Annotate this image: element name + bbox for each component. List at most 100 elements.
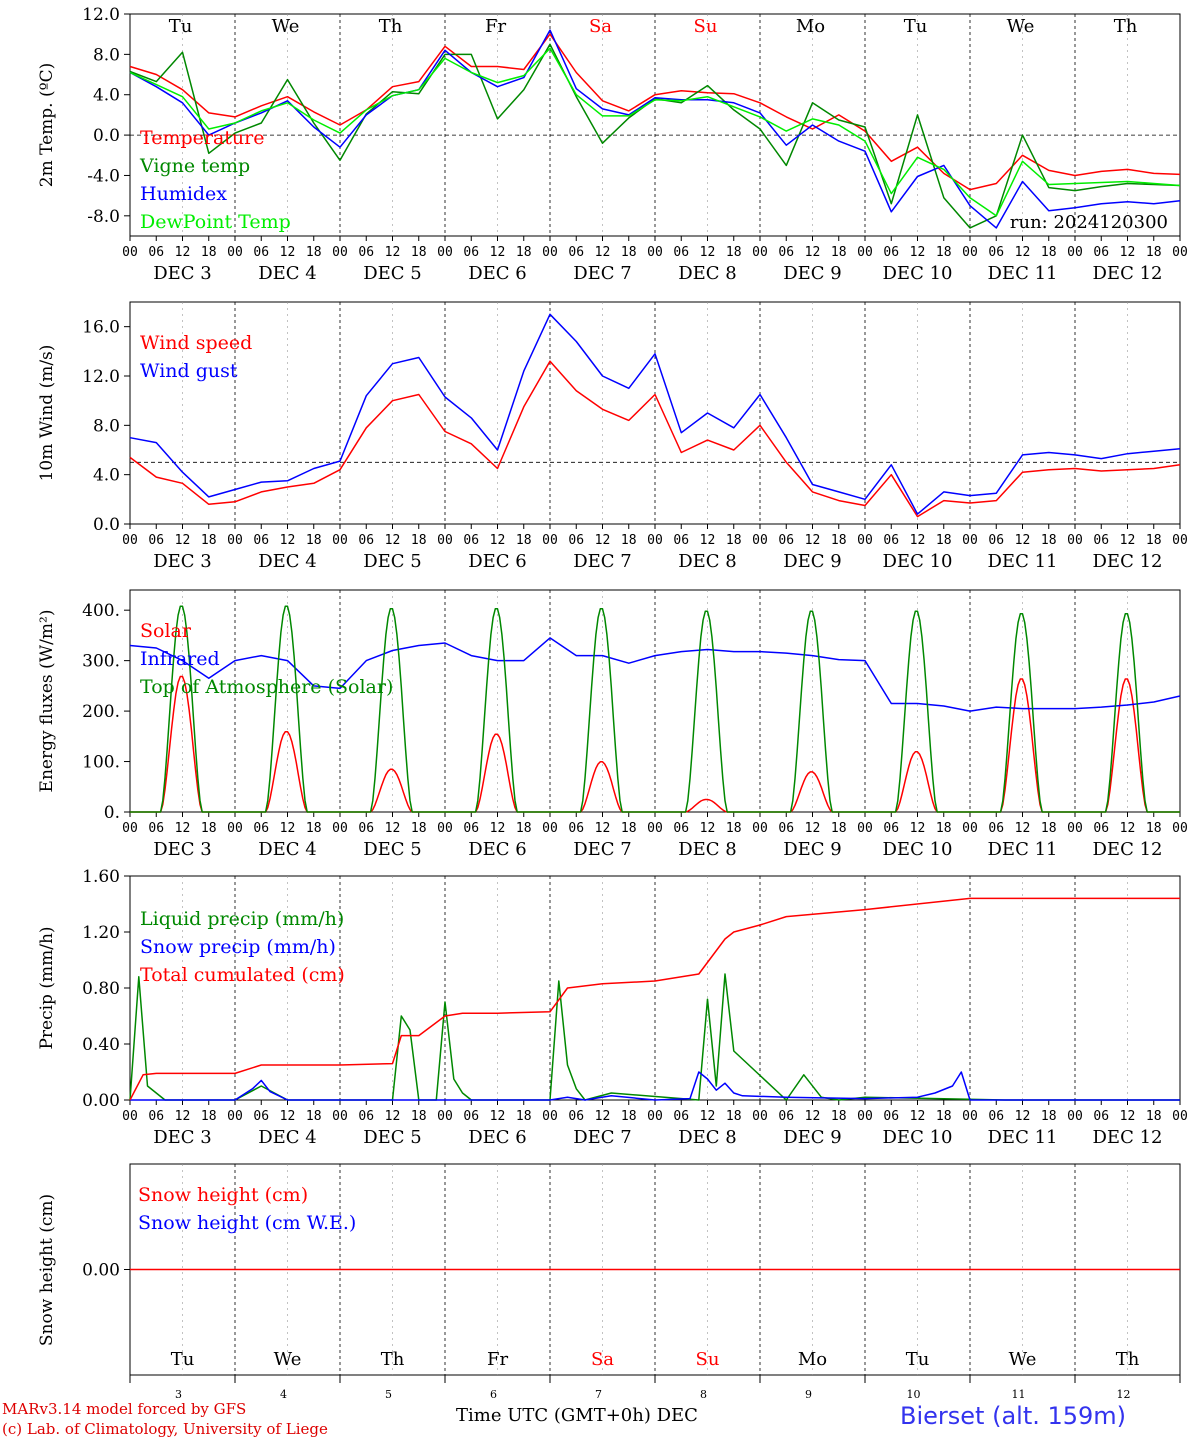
run-label: run: 2024120300 — [1010, 212, 1168, 233]
x-hour-label: 12 — [1120, 1109, 1136, 1124]
y-axis-label: 10m Wind (m/s) — [37, 345, 57, 482]
weekday-label: We — [1007, 16, 1035, 37]
x-date-label: DEC 11 — [988, 551, 1058, 572]
y-tick-label: 8.0 — [93, 45, 120, 65]
x-hour-label: 18 — [306, 1109, 322, 1124]
x-hour-label: 12 — [385, 821, 401, 836]
y-tick-label: 4.0 — [93, 86, 120, 106]
weekday-label: Fr — [485, 16, 506, 37]
x-hour-label: 06 — [148, 533, 164, 548]
x-hour-label: 06 — [778, 533, 794, 548]
legend-entry: Snow height (cm W.E.) — [138, 1212, 356, 1234]
weekday-label: We — [1009, 1349, 1037, 1370]
day-number-label: 8 — [700, 1388, 707, 1400]
y-tick-label: 0.00 — [82, 1091, 120, 1111]
x-date-label: DEC 9 — [783, 1127, 842, 1148]
x-hour-label: 12 — [490, 245, 506, 260]
x-hour-label: 12 — [1120, 245, 1136, 260]
x-hour-label: 18 — [726, 1109, 742, 1124]
series-line-total-cumulated-cm- — [129, 897, 1180, 1101]
weekday-label: Th — [1114, 16, 1138, 37]
y-tick-label: 0.80 — [82, 979, 120, 999]
x-hour-label: 18 — [201, 821, 217, 836]
x-hour-label: 18 — [411, 245, 427, 260]
x-date-label: DEC 9 — [783, 263, 842, 284]
x-hour-label: 06 — [883, 533, 899, 548]
x-hour-label: 18 — [1146, 1109, 1162, 1124]
weekday-label: Sa — [589, 16, 612, 37]
series-line-dewpoint-temp — [129, 47, 1181, 217]
x-hour-label: 18 — [516, 821, 532, 836]
x-hour-label: 12 — [490, 1109, 506, 1124]
weekday-label: We — [272, 16, 300, 37]
x-hour-label: 18 — [621, 245, 637, 260]
x-hour-label: 00 — [647, 1109, 663, 1124]
x-date-label: DEC 5 — [363, 839, 422, 860]
x-date-label: DEC 4 — [258, 839, 317, 860]
x-hour-label: 18 — [1146, 245, 1162, 260]
x-hour-label: 00 — [1172, 821, 1188, 836]
x-hour-label: 12 — [490, 821, 506, 836]
x-hour-label: 00 — [752, 533, 768, 548]
x-hour-label: 18 — [936, 245, 952, 260]
x-hour-label: 06 — [568, 245, 584, 260]
x-hour-label: 12 — [175, 1109, 191, 1124]
x-hour-label: 18 — [1041, 245, 1057, 260]
x-date-label: DEC 4 — [258, 263, 317, 284]
legend-entry: Vigne temp — [139, 155, 250, 177]
day-number-label: 3 — [175, 1388, 182, 1400]
x-hour-label: 18 — [1041, 1109, 1057, 1124]
x-hour-label: 06 — [148, 821, 164, 836]
x-hour-label: 06 — [778, 1109, 794, 1124]
x-hour-label: 00 — [542, 821, 558, 836]
x-hour-label: 00 — [857, 821, 873, 836]
x-hour-label: 12 — [280, 245, 296, 260]
legend-entry: Solar — [140, 620, 192, 642]
x-hour-label: 00 — [437, 245, 453, 260]
x-hour-label: 00 — [752, 1109, 768, 1124]
day-number-label: 5 — [385, 1388, 392, 1400]
x-hour-label: 06 — [1093, 245, 1109, 260]
weekday-label: Tu — [904, 16, 928, 37]
x-hour-label: 18 — [936, 1109, 952, 1124]
x-hour-label: 12 — [910, 1109, 926, 1124]
x-hour-label: 12 — [805, 533, 821, 548]
x-hour-label: 12 — [385, 533, 401, 548]
x-axis-label: Time UTC (GMT+0h) DEC — [456, 1405, 698, 1426]
day-number-label: 4 — [280, 1388, 287, 1400]
x-date-label: DEC 6 — [468, 1127, 527, 1148]
x-date-label: DEC 7 — [573, 1127, 632, 1148]
x-hour-label: 18 — [306, 533, 322, 548]
x-hour-label: 00 — [437, 533, 453, 548]
x-hour-label: 00 — [122, 245, 138, 260]
weekday-label: Sa — [591, 1349, 614, 1370]
x-date-label: DEC 3 — [153, 1127, 212, 1148]
x-hour-label: 12 — [910, 245, 926, 260]
x-hour-label: 12 — [385, 245, 401, 260]
y-tick-label: 300. — [82, 652, 120, 672]
x-hour-label: 00 — [1067, 821, 1083, 836]
weekday-label: Th — [379, 16, 403, 37]
x-date-label: DEC 6 — [468, 263, 527, 284]
x-hour-label: 06 — [1093, 821, 1109, 836]
x-hour-label: 12 — [700, 1109, 716, 1124]
legend-entry: Wind speed — [140, 332, 252, 354]
x-date-label: DEC 3 — [153, 551, 212, 572]
weekday-label: Mo — [796, 16, 825, 37]
x-hour-label: 00 — [1067, 245, 1083, 260]
x-hour-label: 12 — [385, 1109, 401, 1124]
x-date-label: DEC 6 — [468, 551, 527, 572]
x-hour-label: 00 — [542, 533, 558, 548]
x-hour-label: 12 — [1015, 533, 1031, 548]
x-hour-label: 06 — [883, 821, 899, 836]
x-hour-label: 06 — [778, 821, 794, 836]
x-hour-label: 06 — [673, 821, 689, 836]
model-credit: MARv3.14 model forced by GFS (c) Lab. of… — [2, 1399, 328, 1439]
x-hour-label: 00 — [227, 1109, 243, 1124]
x-hour-label: 00 — [437, 821, 453, 836]
day-number-label: 11 — [1012, 1388, 1026, 1400]
x-hour-label: 00 — [1172, 533, 1188, 548]
weekday-label: Tu — [171, 1349, 195, 1370]
x-hour-label: 00 — [542, 245, 558, 260]
x-hour-label: 06 — [358, 1109, 374, 1124]
